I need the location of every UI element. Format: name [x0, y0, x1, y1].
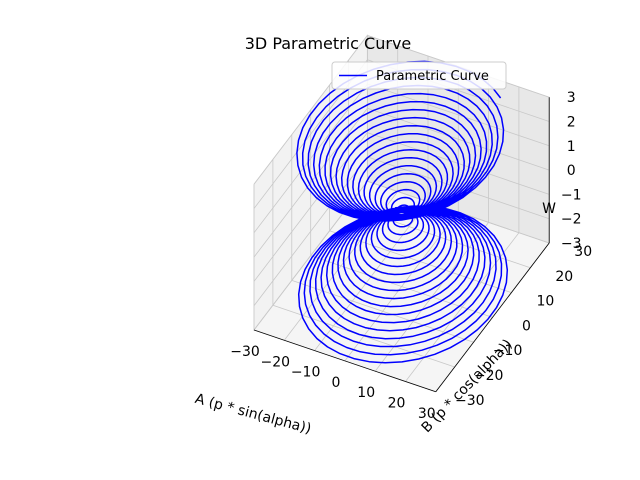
x-tick-label: 30 [418, 406, 436, 422]
y-tick-label: 30 [574, 244, 592, 260]
grid-line [253, 35, 368, 185]
x-axis-line [253, 329, 436, 393]
y-tick-label: 0 [522, 318, 531, 334]
x-tick-label: 0 [331, 375, 340, 391]
y-tick-label: −10 [493, 343, 523, 359]
z-tick-label: −1 [561, 187, 582, 203]
y-tick-label: 10 [536, 294, 554, 310]
x-tick-label: −10 [291, 365, 321, 381]
x-tick-label: −20 [261, 354, 291, 370]
legend-box [331, 61, 507, 90]
z-tick-label: 2 [567, 115, 576, 131]
curve-layer [296, 60, 509, 364]
grid-line [253, 156, 368, 306]
z-tick-label: 0 [567, 163, 576, 179]
y-tick-label: −30 [455, 393, 485, 409]
legend: Parametric Curve [331, 61, 507, 90]
y-tick-label: 20 [555, 269, 573, 285]
grid-line [329, 230, 512, 293]
z-axis-label: W [542, 201, 556, 217]
axis-lines [253, 97, 550, 393]
grid-line [253, 83, 368, 234]
z-tick-label: 3 [567, 90, 576, 106]
x-tick-label: 10 [357, 385, 375, 401]
grid-line [310, 255, 493, 318]
parametric-curve-line [296, 60, 509, 364]
z-tick-label: −2 [561, 212, 582, 228]
grid-line [291, 280, 474, 343]
y-axis-line [435, 242, 550, 393]
y-tick-label: −20 [474, 368, 504, 384]
z-tick-label: 1 [567, 139, 576, 155]
x-tick-label: 20 [388, 396, 406, 412]
tick-labels: −30−20−100102030−30−20−100102030−3−2−101… [230, 90, 592, 422]
chart-title: 3D Parametric Curve [245, 34, 412, 53]
legend-label: Parametric Curve [376, 69, 489, 84]
grid-line [367, 83, 550, 147]
grid-line [253, 108, 368, 258]
z-tick-label: −3 [561, 236, 582, 252]
x-tick-label: −30 [230, 344, 260, 360]
